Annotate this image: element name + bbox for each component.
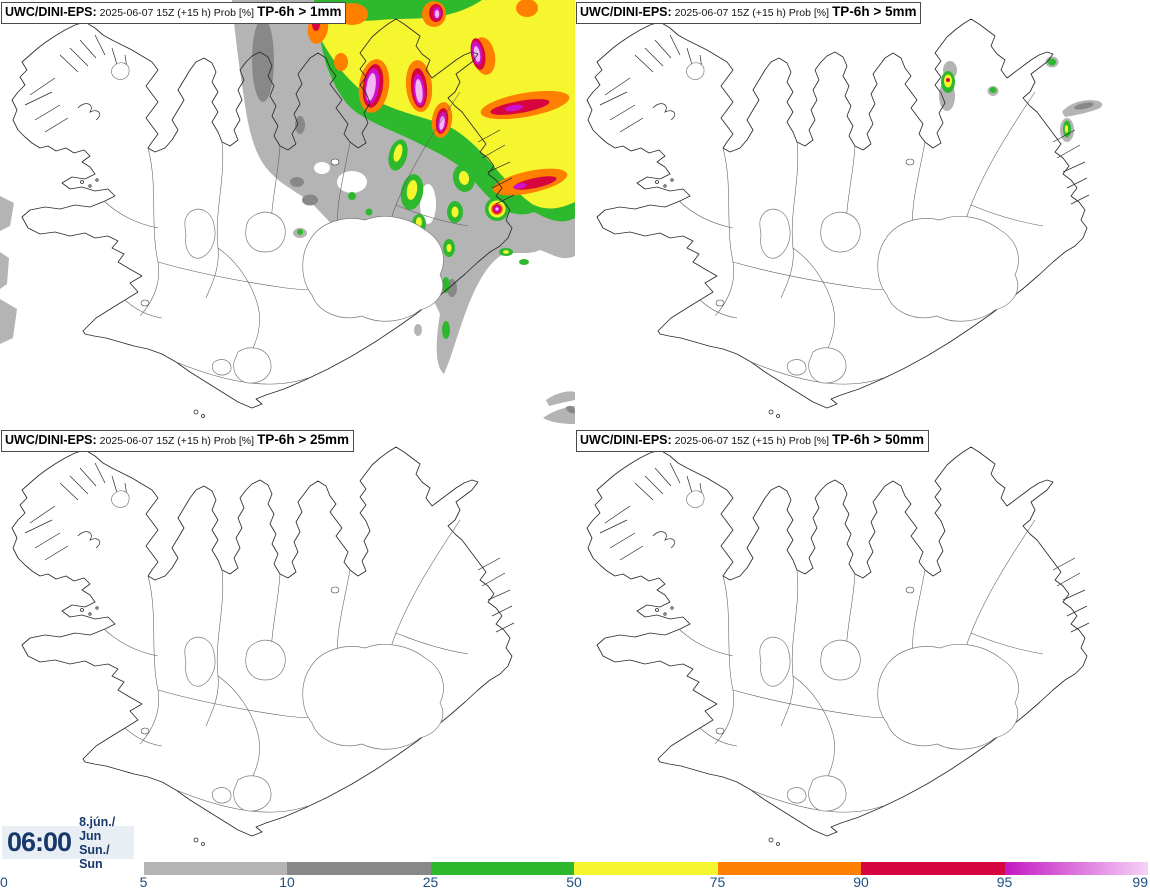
run-info: 2025-06-07 15Z (+15 h) Prob [%] [674, 435, 830, 447]
panel-title: UWC/DINI-EPS: 2025-06-07 15Z (+15 h) Prob… [576, 2, 922, 24]
forecast-panel-25mm: UWC/DINI-EPS: 2025-06-07 15Z (+15 h) Prob… [0, 428, 575, 856]
valid-time-box: 06:00 8.jún./ Jun Sun./ Sun [2, 815, 134, 871]
colorbar-segment [287, 862, 431, 875]
precip-field-1mm [0, 0, 575, 424]
map-5mm [586, 18, 1103, 418]
model-label: UWC/DINI-EPS: [5, 5, 97, 19]
valid-date: 8.jún./ Jun Sun./ Sun [79, 815, 129, 871]
colorbar-tick-label: 5 [139, 874, 148, 890]
colorbar-segment [861, 862, 1005, 875]
colorbar-tick-label: 10 [279, 874, 295, 890]
run-info: 2025-06-07 15Z (+15 h) Prob [%] [99, 7, 255, 19]
model-label: UWC/DINI-EPS: [5, 433, 97, 447]
colorbar-tick-label: 95 [996, 874, 1013, 890]
map-50mm [586, 446, 1090, 846]
forecast-panel-1mm: UWC/DINI-EPS: 2025-06-07 15Z (+15 h) Prob… [0, 0, 575, 428]
colorbar-segment [574, 862, 718, 875]
threshold-label: TP-6h > 50mm [832, 432, 924, 447]
run-info: 2025-06-07 15Z (+15 h) Prob [%] [99, 435, 255, 447]
colorbar-segment [430, 862, 574, 875]
model-label: UWC/DINI-EPS: [580, 5, 672, 19]
colorbar-tick-label: 75 [709, 874, 726, 890]
colorbar-tick-label: 0 [0, 874, 8, 890]
valid-time: 06:00 [7, 827, 72, 857]
colorbar-tick-label: 25 [422, 874, 439, 890]
panel-title: UWC/DINI-EPS: 2025-06-07 15Z (+15 h) Prob… [576, 430, 929, 452]
panel-title: UWC/DINI-EPS: 2025-06-07 15Z (+15 h) Prob… [1, 430, 354, 452]
valid-date-line1: 8.jún./ Jun [79, 814, 116, 843]
colorbar-segment [1004, 862, 1148, 875]
run-info: 2025-06-07 15Z (+15 h) Prob [%] [674, 7, 830, 19]
threshold-label: TP-6h > 1mm [257, 4, 342, 19]
colorbar-track [0, 862, 1148, 875]
precip-field-5mm [939, 56, 1103, 142]
valid-date-line2: Sun./ Sun [79, 842, 110, 871]
panel-title: UWC/DINI-EPS: 2025-06-07 15Z (+15 h) Prob… [1, 2, 347, 24]
colorbar-tick-label: 99 [1132, 874, 1148, 890]
colorbar-tick-labels: 0 5 10 25 50 75 90 95 99 [0, 874, 1150, 891]
colorbar-tick-label: 90 [853, 874, 869, 890]
colorbar-tick-label: 50 [566, 874, 582, 890]
colorbar-segment [143, 862, 287, 875]
threshold-label: TP-6h > 5mm [832, 4, 917, 19]
map-25mm [11, 446, 515, 846]
threshold-label: TP-6h > 25mm [257, 432, 349, 447]
model-label: UWC/DINI-EPS: [580, 433, 672, 447]
forecast-panel-50mm: UWC/DINI-EPS: 2025-06-07 15Z (+15 h) Prob… [575, 428, 1150, 856]
colorbar-segment [717, 862, 861, 875]
map-1mm [0, 0, 575, 424]
forecast-panel-5mm: UWC/DINI-EPS: 2025-06-07 15Z (+15 h) Prob… [575, 0, 1150, 428]
